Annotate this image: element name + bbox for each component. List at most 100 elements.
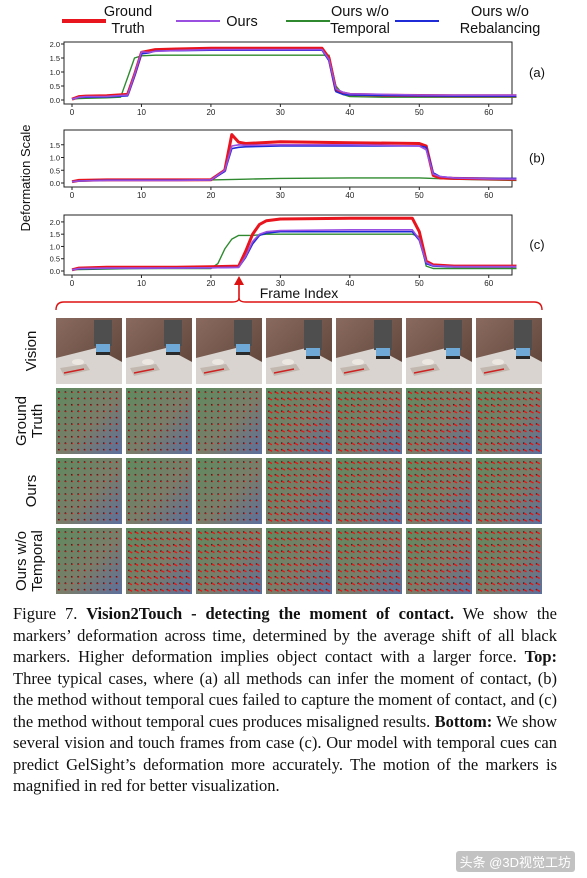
touch-frame (406, 528, 472, 594)
x-tick-label: 40 (345, 279, 354, 288)
row-label: Ours w/o Temporal (13, 530, 46, 592)
x-tick-label: 50 (415, 108, 424, 117)
touch-frame (476, 388, 542, 454)
series-line (71, 145, 517, 183)
y-tick-label: 0.5 (50, 166, 60, 175)
y-tick-label: 0.0 (50, 267, 60, 276)
legend-label: Rebalancing (460, 21, 541, 37)
row-label: Ground Truth (13, 395, 46, 447)
y-tick-label: 1.0 (50, 68, 60, 77)
figure-caption: Figure 7. Vision2Touch - detecting the m… (13, 604, 557, 795)
x-tick-label: 50 (415, 279, 424, 288)
contact-arrow-head (234, 276, 244, 285)
deformation-plots: 0 10 20 30 40 50 60 0.0 0.5 1.0 1.5 2.0 (a) 0 10 20 30 40… (18, 40, 545, 301)
x-axis-label: Frame Index (260, 285, 339, 301)
y-tick-label: 2.0 (50, 218, 60, 227)
x-tick-label: 10 (137, 279, 146, 288)
x-tick-label: 60 (484, 279, 493, 288)
plot-frame (63, 214, 513, 276)
panel-a: 0 10 20 30 40 50 60 0.0 0.5 1.0 1.5 2.0 (a) (50, 40, 545, 117)
touch-frame (336, 458, 402, 524)
x-tick-label: 30 (276, 191, 285, 200)
series-line (71, 48, 517, 100)
touch-frame (476, 458, 542, 524)
x-tick-label: 0 (70, 279, 75, 288)
legend-label: Ours w/o (331, 4, 389, 20)
y-axis-label: Deformation Scale (18, 125, 33, 232)
vision-frame (266, 318, 332, 384)
x-tick-label: 40 (345, 108, 354, 117)
vision-frame (196, 318, 262, 384)
x-tick-label: 30 (276, 108, 285, 117)
panel-c: 0 10 20 30 40 50 60 0.0 0.5 1.0 1.5 2.0 (c) (50, 214, 545, 288)
touch-frame (56, 388, 122, 454)
panel-b: 0 10 20 30 40 50 60 0.0 0.5 1.0 1.5 (b) (50, 129, 545, 200)
touch-frame (126, 458, 192, 524)
x-tick-label: 50 (415, 191, 424, 200)
y-tick-label: 1.5 (50, 141, 60, 150)
x-tick-label: 20 (206, 279, 215, 288)
y-tick-label: 0.0 (50, 179, 60, 188)
vision-frame (336, 318, 402, 384)
x-tick-label: 60 (484, 108, 493, 117)
y-tick-label: 2.0 (50, 40, 60, 49)
y-tick-label: 1.0 (50, 154, 60, 163)
series-line (71, 133, 517, 184)
touch-frame (336, 388, 402, 454)
range-bracket (55, 298, 543, 311)
touch-frame (56, 528, 122, 594)
series-line (71, 54, 517, 100)
caption-title: Vision2Touch - detecting the moment of c… (86, 604, 455, 623)
legend-label: Ours (226, 14, 257, 30)
x-tick-label: 60 (484, 191, 493, 200)
vision-frame (56, 318, 122, 384)
x-tick-label: 20 (206, 191, 215, 200)
vision-frame (476, 318, 542, 384)
row-label: Vision (23, 330, 40, 372)
x-tick-label: 30 (276, 279, 285, 288)
panel-label: (c) (529, 237, 544, 252)
touch-frame (266, 528, 332, 594)
frame-grid: Vision Ground Truth Ours Ours w/o Temporal (0, 298, 587, 602)
legend-label: Temporal (330, 21, 390, 37)
touch-frame (406, 388, 472, 454)
y-tick-label: 0.5 (50, 82, 60, 91)
plot-frame (63, 41, 513, 105)
y-tick-label: 1.5 (50, 54, 60, 63)
touch-frame (266, 458, 332, 524)
x-tick-label: 10 (137, 108, 146, 117)
x-tick-label: 0 (70, 108, 75, 117)
series-line (71, 216, 517, 272)
touch-frame (196, 458, 262, 524)
series-line (71, 144, 517, 183)
x-tick-label: 0 (70, 191, 75, 200)
legend-label: Ground (104, 4, 152, 20)
panel-label: (b) (529, 151, 545, 166)
series-line (71, 230, 517, 271)
touch-frame (126, 528, 192, 594)
touch-frame (476, 528, 542, 594)
x-tick-label: 40 (345, 191, 354, 200)
touch-frame (126, 388, 192, 454)
y-tick-label: 0.0 (50, 96, 60, 105)
legend-label: Truth (111, 21, 144, 37)
vision-frame (126, 318, 192, 384)
touch-frame (196, 388, 262, 454)
y-tick-label: 0.5 (50, 255, 60, 264)
y-tick-label: 1.0 (50, 242, 60, 251)
vision-frame (406, 318, 472, 384)
legend-label: Ours w/o (471, 4, 529, 20)
touch-frame (196, 528, 262, 594)
series-line (71, 229, 517, 271)
caption-fig: Figure 7. (13, 604, 87, 623)
y-tick-label: 1.5 (50, 230, 60, 239)
touch-frame (56, 458, 122, 524)
plot-frame (63, 129, 513, 188)
x-tick-label: 10 (137, 191, 146, 200)
watermark: 头条 @3D视觉工坊 (455, 851, 575, 872)
touch-frame (336, 528, 402, 594)
